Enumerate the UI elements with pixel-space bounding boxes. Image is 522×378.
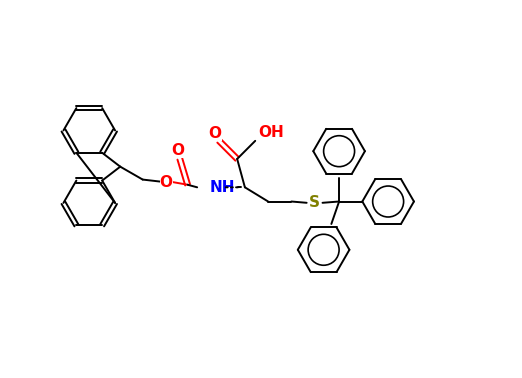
Text: OH: OH <box>258 125 284 140</box>
Text: O: O <box>160 175 173 190</box>
Text: NH: NH <box>210 180 235 195</box>
Text: O: O <box>209 126 222 141</box>
Text: O: O <box>171 144 184 158</box>
Text: S: S <box>309 195 320 210</box>
